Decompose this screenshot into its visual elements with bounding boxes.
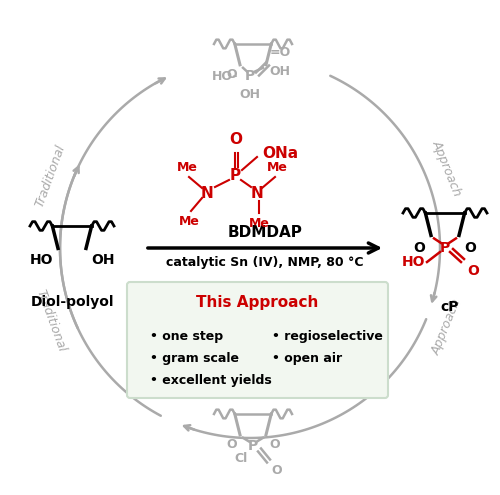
Text: =O: =O [270,47,291,59]
Text: Traditional: Traditional [34,143,68,208]
Text: P: P [440,241,450,255]
Text: • open air: • open air [272,352,342,365]
Text: Me: Me [248,217,270,230]
Text: This Approach: This Approach [196,295,318,310]
Text: HO-: HO- [212,70,238,83]
Text: Me: Me [266,161,287,174]
Text: P: P [230,167,240,183]
Text: OH: OH [91,253,114,267]
Text: ONa: ONa [262,146,298,160]
Text: BDMDAP: BDMDAP [228,225,302,240]
Text: OH: OH [240,89,260,101]
Text: Me: Me [176,161,198,174]
Text: O: O [271,464,281,478]
Text: OH: OH [269,65,290,78]
Text: O: O [269,438,280,451]
Text: Diol-polyol: Diol-polyol [30,295,114,309]
Text: O: O [414,241,426,255]
Text: Traditional: Traditional [34,288,68,353]
Text: catalytic Sn (IV), NMP, 80 °C: catalytic Sn (IV), NMP, 80 °C [166,256,364,269]
Text: • gram scale: • gram scale [150,352,239,365]
Text: O: O [226,438,237,451]
FancyBboxPatch shape [127,282,388,398]
Text: O: O [226,68,237,81]
Text: Approach: Approach [430,297,464,357]
Text: cP: cP [441,300,459,314]
Text: O: O [464,241,476,255]
Text: N: N [200,186,213,200]
Text: • regioselective: • regioselective [272,330,383,343]
Text: Cl: Cl [235,451,248,464]
Text: HO: HO [30,253,53,267]
Text: HO: HO [402,255,425,269]
Text: • one step: • one step [150,330,223,343]
Text: O: O [230,132,242,147]
Text: P: P [245,69,255,84]
Text: • excellent yields: • excellent yields [150,374,272,387]
Text: N: N [250,186,264,200]
Text: Me: Me [178,215,200,228]
Text: O: O [467,264,479,278]
Text: P: P [248,440,258,453]
Text: Approach: Approach [430,139,464,198]
